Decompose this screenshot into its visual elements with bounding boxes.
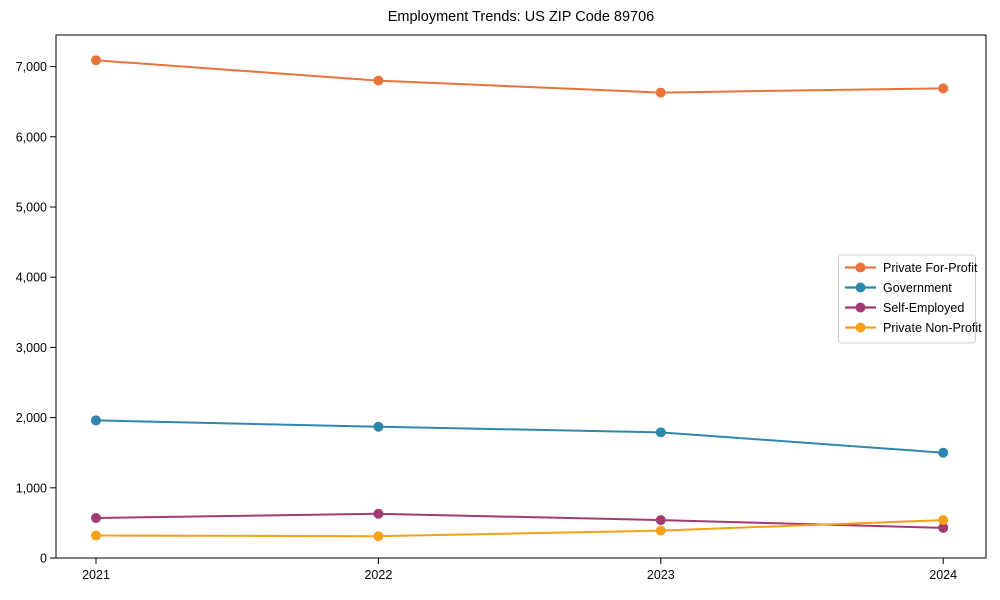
legend-marker-icon <box>855 262 866 273</box>
y-tick-label: 1,000 <box>16 481 47 495</box>
data-point <box>373 75 384 86</box>
legend-label: Government <box>883 281 952 295</box>
series-government <box>91 415 949 458</box>
legend: Private For-Profit Government Self-Employe… <box>838 254 982 344</box>
legend-label: Private For-Profit <box>883 261 978 275</box>
data-point <box>373 421 384 432</box>
data-point <box>655 525 666 536</box>
data-point <box>91 55 101 66</box>
data-point <box>655 87 666 98</box>
data-point <box>373 531 384 542</box>
data-point <box>91 530 101 541</box>
legend-marker-icon <box>855 322 866 333</box>
data-point <box>655 515 666 526</box>
series-private-for-profit <box>91 55 949 98</box>
plot-border <box>55 34 987 559</box>
y-tick-label: 4,000 <box>16 271 47 285</box>
data-point <box>655 427 666 438</box>
y-tick-label: 5,000 <box>16 200 47 214</box>
legend-box <box>838 254 976 344</box>
legend-marker-icon <box>855 302 866 313</box>
data-point <box>938 83 949 94</box>
data-point <box>91 512 101 523</box>
series-private-non-profit <box>91 515 949 542</box>
series-self-employed <box>91 508 949 533</box>
data-point <box>373 508 384 519</box>
data-point <box>938 522 949 533</box>
chart-title: Employment Trends: US ZIP Code 89706 <box>387 9 655 25</box>
x-tick-label: 2021 <box>82 568 110 582</box>
series-line <box>95 512 944 529</box>
y-tick-label: 0 <box>40 552 47 566</box>
legend-item: Private For-Profit <box>845 261 978 275</box>
data-point <box>91 415 101 426</box>
legend-label: Private Non-Profit <box>883 321 982 335</box>
x-tick-label: 2022 <box>364 568 392 582</box>
y-tick-label: 7,000 <box>16 60 47 74</box>
series-line <box>95 419 944 454</box>
y-tick-label: 3,000 <box>16 341 47 355</box>
legend-item: Government <box>845 281 952 295</box>
legend-item: Private Non-Profit <box>845 321 982 335</box>
y-tick-label: 2,000 <box>16 411 47 425</box>
legend-label: Self-Employed <box>883 301 964 315</box>
x-tick-label: 2024 <box>929 568 957 582</box>
y-tick-label: 6,000 <box>16 130 47 144</box>
legend-item: Self-Employed <box>845 301 964 315</box>
series-line <box>95 519 944 538</box>
data-point <box>938 515 949 526</box>
data-point <box>938 447 949 458</box>
series-line <box>95 59 944 94</box>
x-tick-label: 2023 <box>647 568 675 582</box>
legend-marker-icon <box>855 282 866 293</box>
